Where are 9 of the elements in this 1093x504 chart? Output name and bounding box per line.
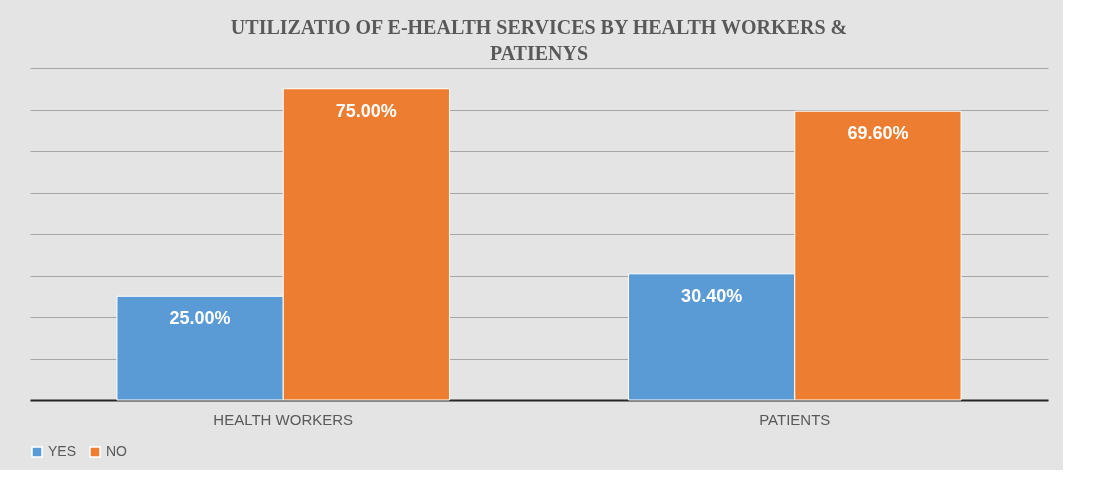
x-tick-label: PATIENTS	[759, 410, 831, 428]
legend-label: YES	[48, 443, 77, 459]
data-label: 25.00%	[169, 308, 231, 329]
x-tick-label: HEALTH WORKERS	[213, 410, 354, 428]
legend-label: NO	[106, 443, 128, 459]
data-label: 75.00%	[335, 100, 397, 121]
chart-title: UTILIZATIO OF E-HEALTH SERVICES BY HEALTH WORKERS & PATIENYS	[230, 16, 848, 64]
data-label: 69.60%	[847, 123, 909, 144]
data-label: 30.40%	[681, 285, 743, 306]
